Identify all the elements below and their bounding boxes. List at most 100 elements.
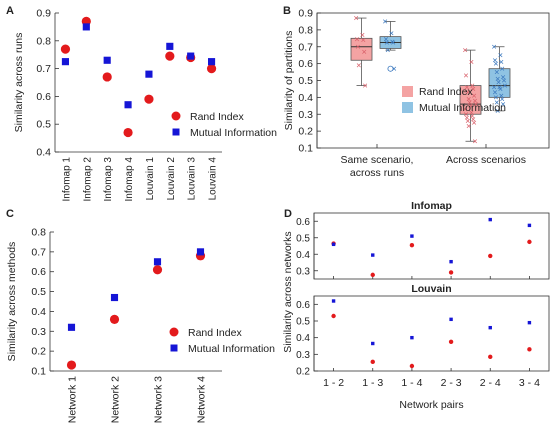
x-tick-label: Network 2	[110, 376, 122, 423]
y-tick-label: 0.1	[298, 143, 313, 155]
mutual-info-point	[61, 58, 70, 66]
data-point	[496, 80, 501, 85]
data-point	[492, 85, 497, 90]
data-point	[501, 75, 506, 80]
y-axis-title: Similarity across methods	[6, 242, 18, 362]
y-axis-title: Similarity across networks	[282, 231, 294, 352]
y-tick-label: 0.1	[31, 366, 46, 378]
data-point	[498, 86, 503, 91]
data-point	[466, 124, 471, 129]
data-point	[383, 37, 389, 42]
mutual-info-point	[527, 223, 532, 228]
y-tick-label: 0.6	[31, 266, 46, 278]
legend-rand-swatch	[402, 86, 413, 97]
data-point	[499, 59, 504, 64]
y-tick-label: 0.2	[31, 346, 46, 358]
y-tick-label: 0.9	[36, 8, 51, 20]
x-tick-label: Infomap 4	[124, 157, 135, 202]
rand-index-point	[409, 363, 415, 369]
y-tick-label: 0.9	[298, 8, 313, 20]
data-point	[493, 95, 498, 100]
subplot-frame	[313, 212, 550, 280]
mutual-info-point	[207, 58, 216, 66]
data-point	[467, 100, 472, 105]
x-tick-label: 1 - 2	[323, 377, 344, 389]
data-point	[472, 93, 477, 98]
data-point	[362, 49, 367, 54]
y-axis-title: Similarity across runs	[13, 33, 25, 133]
y-tick-label: 0.2	[298, 126, 313, 138]
mutual-info-point	[187, 52, 195, 60]
rand-index-point	[370, 272, 375, 278]
data-point	[492, 90, 498, 95]
legend-mutual-swatch	[402, 102, 413, 113]
y-tick-label: 0.3	[296, 266, 310, 277]
rand-index-point	[488, 354, 493, 360]
data-point	[471, 117, 476, 122]
data-point	[472, 98, 478, 103]
x-tick-label-line1: Same scenario,	[341, 154, 414, 166]
data-point	[494, 70, 499, 75]
data-point	[492, 58, 498, 63]
mutual-info-point	[124, 101, 132, 109]
data-point	[363, 83, 368, 88]
x-tick-label: 2 - 4	[480, 377, 501, 389]
y-tick-label: 0.6	[296, 217, 310, 228]
data-point	[498, 53, 503, 58]
legend-rand-label: Rand Index	[188, 327, 242, 339]
data-point	[502, 83, 507, 88]
rand-index-point	[331, 313, 336, 319]
data-point	[500, 97, 505, 102]
y-tick-label: 0.7	[36, 63, 51, 75]
y-tick-label: 0.5	[298, 75, 313, 87]
legend-mutual-label: Mutual Information	[190, 127, 277, 139]
panel-label: A	[6, 5, 14, 17]
x-axis-title: Network pairs	[399, 399, 463, 411]
x-tick-label: Infomap 2	[82, 157, 93, 202]
x-tick-label: Louvain 4	[208, 157, 219, 201]
mutual-info-point	[410, 335, 414, 340]
data-point	[354, 16, 359, 21]
mutual-info-point	[166, 42, 174, 50]
legend-mutual-marker	[172, 128, 180, 136]
panel-label: C	[6, 208, 14, 220]
y-tick-label: 0.4	[36, 147, 51, 159]
x-tick-label: Louvain 1	[145, 157, 156, 201]
y-axis-title: Similarity of partitions	[283, 31, 295, 131]
y-tick-label: 0.6	[36, 91, 51, 103]
outlier-point	[387, 65, 394, 72]
data-point	[391, 40, 396, 45]
x-tick-label: 3 - 4	[519, 377, 540, 389]
y-tick-label: 0.7	[298, 41, 313, 53]
y-tick-label: 0.4	[296, 250, 310, 261]
x-tick-label: 2 - 3	[441, 377, 462, 389]
y-tick-label: 0.3	[298, 109, 313, 121]
x-tick-label: Network 4	[196, 376, 208, 423]
x-tick-label-line2: across runs	[350, 167, 404, 179]
data-point	[463, 107, 468, 112]
data-point	[472, 120, 477, 125]
data-point	[385, 48, 390, 53]
rand-index-point	[409, 242, 415, 248]
y-tick-label: 0.8	[36, 35, 51, 47]
rand-index-point	[488, 253, 493, 259]
data-point	[492, 44, 497, 49]
panel-label: B	[283, 5, 291, 17]
rand-index-point	[165, 51, 175, 61]
data-point	[471, 86, 476, 91]
data-point	[361, 37, 366, 43]
mutual-info-point	[103, 56, 111, 64]
panel-a: A 0.4 0.5 0.6 0.7 0.8 0.9 Infomap 1 Infomap 2 Inf…	[6, 5, 277, 201]
rand-index-point	[206, 64, 217, 74]
y-tick-label: 0.4	[298, 92, 313, 104]
data-point	[470, 83, 475, 88]
data-point	[495, 76, 500, 81]
panel-c: C 0.1 0.2 0.3 0.4 0.5 0.6 0.7 0.8 Network 1 Networ…	[6, 208, 275, 423]
legend-rand-marker	[169, 327, 179, 337]
data-point	[469, 110, 474, 115]
data-point	[466, 97, 471, 102]
mutual-info-point	[110, 293, 119, 302]
rand-index-point	[370, 359, 375, 365]
plot-frame	[316, 12, 550, 149]
data-point	[465, 90, 470, 95]
